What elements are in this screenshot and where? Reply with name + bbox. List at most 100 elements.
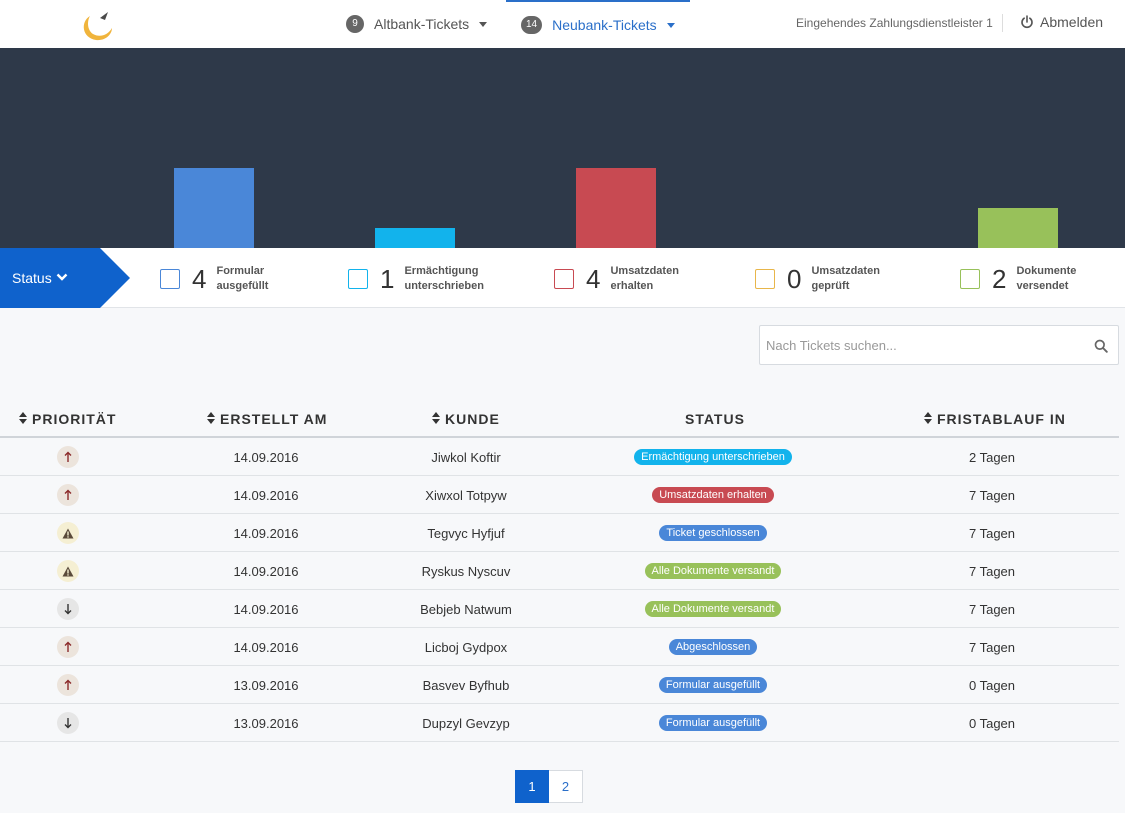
caret-down-icon xyxy=(666,22,675,28)
tab-altbank-tickets[interactable]: 9 Altbank-Tickets xyxy=(346,0,488,48)
page-button-1[interactable]: 1 xyxy=(515,770,549,803)
deadline-cell: 7 Tagen xyxy=(968,525,1016,541)
status-badge: Umsatzdaten erhalten xyxy=(652,487,774,503)
status-counter[interactable]: 2 Dokumente versendet xyxy=(960,262,1096,296)
table-row[interactable]: 14.09.2016 Ryskus Nyscuv Alle Dokumente ve… xyxy=(0,552,1119,590)
column-label: KUNDE xyxy=(445,411,500,427)
column-label: PRIORITÄT xyxy=(32,411,117,427)
created-cell: 14.09.2016 xyxy=(233,525,299,541)
sort-icon xyxy=(19,411,27,427)
status-color-checkbox[interactable] xyxy=(960,269,980,289)
status-counter[interactable]: 4 Formular ausgefüllt xyxy=(160,262,296,296)
status-counter[interactable]: 1 Ermächtigung unterschrieben xyxy=(348,262,484,296)
crescent-logo-icon[interactable] xyxy=(78,8,118,44)
priority-indicator xyxy=(57,712,79,734)
status-label: Formular ausgefüllt xyxy=(216,265,269,292)
status-count: 1 xyxy=(380,263,395,294)
chart-bar xyxy=(978,208,1058,248)
customer-cell: Jiwkol Koftir xyxy=(431,449,501,465)
deadline-cell: 7 Tagen xyxy=(968,563,1016,579)
priority-indicator xyxy=(57,560,79,582)
arrow-up-icon xyxy=(64,641,72,652)
created-cell: 14.09.2016 xyxy=(233,639,299,655)
status-count: 0 xyxy=(787,263,802,294)
status-cell: Formular ausgefüllt xyxy=(593,704,833,742)
priority-indicator xyxy=(57,636,79,658)
tab-label: Altbank-Tickets xyxy=(374,16,470,32)
arrow-down-icon xyxy=(64,604,72,615)
column-header-priority[interactable]: PRIORITÄT xyxy=(19,411,116,427)
deadline-cell: 0 Tagen xyxy=(968,715,1016,731)
table-row[interactable]: 13.09.2016 Dupzyl Gevzyp Formular ausgefül… xyxy=(0,704,1119,742)
customer-cell: Tegvyc Hyfjuf xyxy=(427,525,505,541)
created-cell: 13.09.2016 xyxy=(233,677,299,693)
column-label: STATUS xyxy=(685,411,745,427)
table-row[interactable]: 14.09.2016 Xiwxol Totpyw Umsatzdaten erhal… xyxy=(0,476,1119,514)
table-row[interactable]: 14.09.2016 Tegvyc Hyfjuf Ticket geschlosse… xyxy=(0,514,1119,552)
priority-cell xyxy=(0,514,136,552)
priority-cell xyxy=(0,590,136,628)
status-cell: Alle Dokumente versandt xyxy=(593,552,833,590)
status-counter[interactable]: 4 Umsatzdaten erhalten xyxy=(554,262,690,296)
status-arrow-shape xyxy=(0,248,130,308)
priority-cell xyxy=(0,552,136,590)
search-icon[interactable] xyxy=(1094,339,1108,353)
column-label: ERSTELLT AM xyxy=(220,411,328,427)
customer-cell: Bebjeb Natwum xyxy=(420,601,512,617)
column-header-deadline[interactable]: FRISTABLAUF IN xyxy=(924,411,1066,427)
column-label: FRISTABLAUF IN xyxy=(937,411,1066,427)
priority-cell xyxy=(0,438,136,476)
sort-icon xyxy=(432,411,440,427)
top-navbar: 9 Altbank-Tickets 14 Neubank-Tickets Ein… xyxy=(0,0,1125,48)
priority-cell xyxy=(0,704,136,742)
status-counter[interactable]: 0 Umsatzdaten geprüft xyxy=(755,262,891,296)
status-badge: Alle Dokumente versandt xyxy=(644,563,782,579)
table-row[interactable]: 14.09.2016 Licboj Gydpox Abgeschlossen 7 Ta… xyxy=(0,628,1119,666)
search-input[interactable] xyxy=(760,326,1080,364)
table-row[interactable]: 13.09.2016 Basvev Byfhub Formular ausgefül… xyxy=(0,666,1119,704)
status-count: 2 xyxy=(992,263,1007,294)
status-filter-button[interactable]: Status xyxy=(0,248,130,308)
table-row[interactable]: 14.09.2016 Bebjeb Natwum Alle Dokumente ve… xyxy=(0,590,1119,628)
status-filter-label: Status xyxy=(12,270,52,286)
status-badge: Ticket geschlossen xyxy=(659,525,767,541)
status-cell: Ermächtigung unterschrieben xyxy=(593,438,833,476)
status-badge: Formular ausgefüllt xyxy=(658,677,768,693)
divider xyxy=(1002,14,1003,32)
status-label: Ermächtigung unterschrieben xyxy=(404,265,484,292)
deadline-cell: 7 Tagen xyxy=(968,601,1016,617)
status-color-checkbox[interactable] xyxy=(160,269,180,289)
status-color-checkbox[interactable] xyxy=(348,269,368,289)
chart-bar xyxy=(576,168,656,248)
status-color-checkbox[interactable] xyxy=(755,269,775,289)
column-header-created[interactable]: ERSTELLT AM xyxy=(207,411,327,427)
status-label: Umsatzdaten geprüft xyxy=(811,265,880,292)
customer-cell: Xiwxol Totpyw xyxy=(425,487,507,503)
status-cell: Formular ausgefüllt xyxy=(593,666,833,704)
priority-cell xyxy=(0,476,136,514)
logout-button[interactable]: Abmelden xyxy=(1020,14,1103,30)
table-row[interactable]: 14.09.2016 Jiwkol Koftir Ermächtigung unte… xyxy=(0,438,1119,476)
tab-neubank-tickets[interactable]: 14 Neubank-Tickets xyxy=(506,0,690,48)
priority-indicator xyxy=(57,484,79,506)
table-header: PRIORITÄT ERSTELLT AM KUNDE STATUS FRIST… xyxy=(0,400,1119,438)
status-color-checkbox[interactable] xyxy=(554,269,574,289)
tickets-table: PRIORITÄT ERSTELLT AM KUNDE STATUS FRIST… xyxy=(0,400,1119,742)
status-badge: Abgeschlossen xyxy=(668,639,758,655)
chart-bar xyxy=(375,228,455,248)
customer-cell: Basvev Byfhub xyxy=(422,677,510,693)
created-cell: 14.09.2016 xyxy=(233,487,299,503)
customer-cell: Licboj Gydpox xyxy=(424,639,508,655)
tab-count-badge: 14 xyxy=(521,16,543,34)
logout-label: Abmelden xyxy=(1040,14,1104,30)
chart-bar xyxy=(174,168,254,248)
status-label: Umsatzdaten erhalten xyxy=(610,265,679,292)
arrow-up-icon xyxy=(64,489,72,500)
sort-icon xyxy=(207,411,215,427)
page-button-2[interactable]: 2 xyxy=(549,770,583,803)
tab-label: Neubank-Tickets xyxy=(552,17,657,33)
status-cell: Ticket geschlossen xyxy=(593,514,833,552)
column-header-customer[interactable]: KUNDE xyxy=(432,411,500,427)
status-cell: Umsatzdaten erhalten xyxy=(593,476,833,514)
